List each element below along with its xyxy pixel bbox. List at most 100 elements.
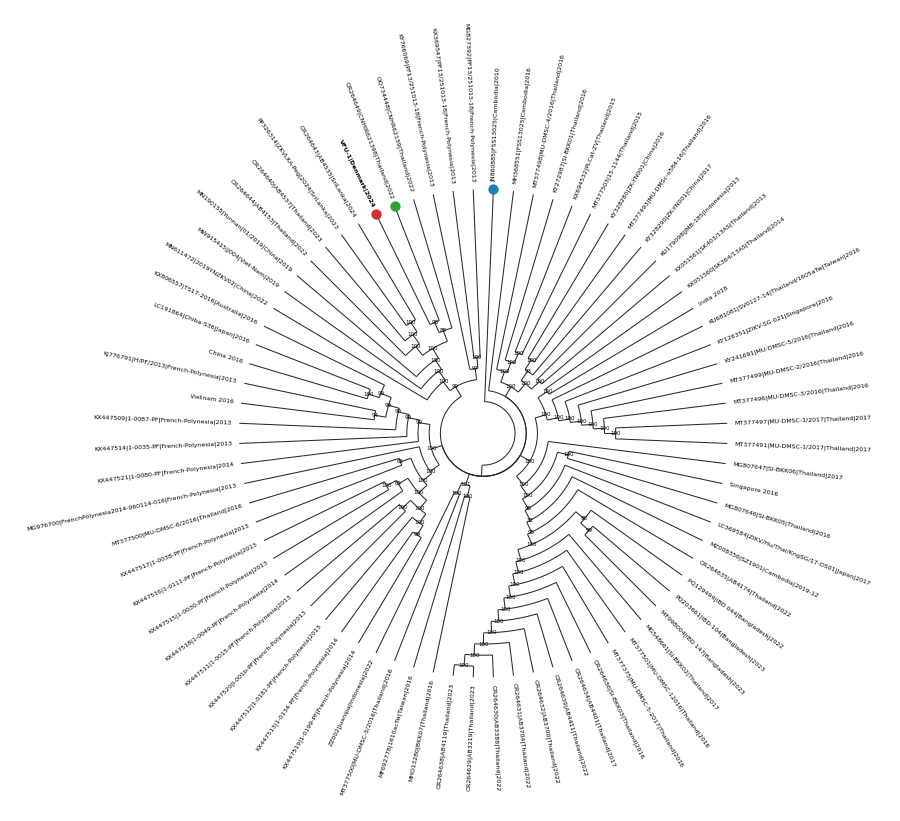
Text: OR264639|AB4411|Thailand|2022: OR264639|AB4411|Thailand|2022	[553, 674, 588, 777]
Text: China 2016: China 2016	[207, 349, 243, 364]
Text: VFU-1|Denmark|2024: VFU-1|Denmark|2024	[338, 139, 375, 209]
Text: KX447509|1-0087-PF|French-Polynesia|2013: KX447509|1-0087-PF|French-Polynesia|2013	[94, 415, 232, 426]
Text: 100: 100	[428, 346, 438, 351]
Text: PQ129494|IBD 044|Bangladesh|2022: PQ129494|IBD 044|Bangladesh|2022	[687, 577, 785, 649]
Text: 100: 100	[397, 506, 408, 511]
Text: 100: 100	[599, 426, 609, 431]
Text: 100: 100	[438, 379, 448, 384]
Text: 100: 100	[541, 412, 551, 417]
Text: OR264634|AB4401|Thailand|2017: OR264634|AB4401|Thailand|2017	[572, 667, 616, 768]
Text: 100: 100	[542, 389, 553, 394]
Text: MT377496|MU-DMSC-3/2016|Thailand|2016: MT377496|MU-DMSC-3/2016|Thailand|2016	[733, 383, 869, 405]
Text: LC191864|Chiba-S36|Japan|2016: LC191864|Chiba-S36|Japan|2016	[152, 302, 250, 345]
Text: KX447512|1-0181-PF|French-Polynesia|2013: KX447512|1-0181-PF|French-Polynesia|2013	[230, 623, 323, 732]
Text: 99: 99	[416, 420, 422, 425]
Text: KX447518|1-0049-PF|French-Polynesia|2014: KX447518|1-0049-PF|French-Polynesia|2014	[165, 577, 280, 662]
Text: MT377493|MU-DMSc-o584-16|Thailand|2016: MT377493|MU-DMSc-o584-16|Thailand|2016	[627, 113, 713, 230]
Text: 100: 100	[452, 491, 463, 496]
Text: 98: 98	[580, 516, 588, 521]
Text: 99: 99	[385, 402, 392, 408]
Text: 100: 100	[382, 484, 392, 488]
Text: MF692778|1610acTw|Taiwan|2016: MF692778|1610acTw|Taiwan|2016	[378, 674, 414, 777]
Text: 100: 100	[364, 392, 374, 397]
Text: 100: 100	[500, 369, 509, 374]
Text: KX447514|1-0035-PF|French-Polynesia|2013: KX447514|1-0035-PF|French-Polynesia|2013	[94, 441, 232, 452]
Text: 100: 100	[553, 415, 563, 420]
Text: 100: 100	[513, 351, 524, 355]
Text: 100: 100	[493, 618, 504, 623]
Text: KX694532|PLCat-ZV|Thailand|2015: KX694532|PLCat-ZV|Thailand|2015	[572, 96, 617, 200]
Text: KY126351|ZIKV-SG-021|Singapore|2016: KY126351|ZIKV-SG-021|Singapore|2016	[716, 294, 834, 345]
Text: 100: 100	[406, 320, 416, 325]
Text: MH368551|FSS13025|Cambodia|2016: MH368551|FSS13025|Cambodia|2016	[512, 67, 532, 184]
Text: 100: 100	[414, 521, 425, 525]
Text: 93: 93	[524, 369, 531, 374]
Text: ZZ002|Juanipa|Indonesia|2022: ZZ002|Juanipa|Indonesia|2022	[328, 658, 375, 747]
Text: 100: 100	[564, 416, 575, 421]
Text: OR264629|AB3219|Thailand|2023: OR264629|AB3219|Thailand|2023	[466, 685, 476, 791]
Text: Singapore 2016: Singapore 2016	[729, 483, 778, 498]
Text: 100: 100	[576, 419, 587, 424]
Point	[369, 208, 383, 221]
Text: OQ734448|CNHR62139|Thailand|2022: OQ734448|CNHR62139|Thailand|2022	[374, 76, 414, 193]
Text: LC369584|ZIKV/Hu/Thai/KngSG/17-D501|Japan|2017: LC369584|ZIKV/Hu/Thai/KngSG/17-D501|Japa…	[716, 522, 871, 587]
Text: KU681081|SV0127-14|Thailand/1605aTw|Taiwan|2016: KU681081|SV0127-14|Thailand/1605aTw|Taiw…	[708, 246, 861, 325]
Text: 100: 100	[610, 431, 621, 436]
Text: KX447521|1-0080-PF|French-Polynesia|2014: KX447521|1-0080-PF|French-Polynesia|2014	[96, 461, 234, 484]
Text: MT377498|MU-DMSC-4/2016|Thailand|2016: MT377498|MU-DMSC-4/2016|Thailand|2016	[532, 53, 566, 188]
Text: MZ008356|SZ1901|Cambodia|2019-12: MZ008356|SZ1901|Cambodia|2019-12	[708, 541, 819, 599]
Text: 100: 100	[486, 631, 497, 635]
Text: 100: 100	[430, 357, 441, 363]
Text: KY328290|ZK-YN001|China|2017: KY328290|ZK-YN001|China|2017	[644, 163, 714, 243]
Text: OR264643|AB4535|SriLanka|2024: OR264643|AB4535|SriLanka|2024	[298, 124, 357, 218]
Text: 98: 98	[525, 507, 532, 511]
Text: KX806557|TS17-2016|Australia|2016: KX806557|TS17-2016|Australia|2016	[153, 270, 258, 325]
Text: KU179098|JMB-185|Indonesia|2013: KU179098|JMB-185|Indonesia|2013	[659, 176, 741, 258]
Text: KX369547|PF13/251013-18|French-Polynesia|2013: KX369547|PF13/251013-18|French-Polynesia…	[430, 27, 454, 184]
Text: OR264640|AB4537|Thailand|2023: OR264640|AB4537|Thailand|2023	[249, 158, 323, 243]
Text: OR264636|SI-BKK03|Thailand|2016: OR264636|SI-BKK03|Thailand|2016	[591, 658, 644, 759]
Text: MT377501|MU-DMSC-12016|Thailand|2016: MT377501|MU-DMSC-12016|Thailand|2016	[627, 636, 710, 749]
Text: KX447511|1-0015-PF|French-Polynesia|2013: KX447511|1-0015-PF|French-Polynesia|2013	[184, 594, 293, 687]
Text: MT377503|15-1144|Thailand|2015: MT377503|15-1144|Thailand|2015	[591, 109, 644, 209]
Text: MT377491|MU-DMSC-1/2017|Thailand|2017: MT377491|MU-DMSC-1/2017|Thailand|2017	[734, 441, 871, 452]
Text: MG976700|FrenchPolynesia2014-060114-016|French-Polynesia|2013: MG976700|FrenchPolynesia2014-060114-016|…	[27, 482, 238, 532]
Text: MT377500|MU-DMSC-5/2016|Thailand|2016: MT377500|MU-DMSC-5/2016|Thailand|2016	[339, 667, 394, 796]
Text: 100: 100	[418, 478, 428, 483]
Text: Vietnam 2016: Vietnam 2016	[190, 394, 234, 405]
Text: 100: 100	[459, 663, 469, 668]
Text: KX447517|1-0038-PF|French-Polynesia|2013: KX447517|1-0038-PF|French-Polynesia|2013	[119, 522, 250, 578]
Text: KX447516|1-0111-PF|French-Polynesia|2013: KX447516|1-0111-PF|French-Polynesia|2013	[132, 541, 258, 607]
Text: 99: 99	[395, 410, 401, 415]
Text: 95: 95	[528, 530, 536, 534]
Text: 88: 88	[440, 328, 446, 333]
Text: 97: 97	[472, 366, 479, 371]
Text: 99: 99	[377, 391, 384, 396]
Text: MT377499|MU-DMSC-2/2016|Thailand|2016: MT377499|MU-DMSC-2/2016|Thailand|2016	[729, 351, 864, 384]
Text: MG548661|SI-BKK02|Thailand|2017: MG548661|SI-BKK02|Thailand|2017	[644, 623, 720, 712]
Text: 100: 100	[535, 379, 544, 384]
Point	[387, 200, 401, 213]
Text: KY272987|SI-BKK01|Thailand|2016: KY272987|SI-BKK01|Thailand|2016	[553, 87, 589, 193]
Text: OR264638|AB4119|Thailand|2023: OR264638|AB4119|Thailand|2023	[436, 682, 454, 789]
Text: 65: 65	[395, 481, 402, 487]
Text: PP326314|ZKVLKA-Peg|2024|SriLanka|2023: PP326314|ZKVLKA-Peg|2024|SriLanka|2023	[256, 117, 339, 230]
Text: 100: 100	[469, 653, 480, 658]
Text: 100: 100	[525, 459, 535, 464]
Text: 100: 100	[526, 542, 537, 547]
Text: OR264644|AB4153|Thailand|2022: OR264644|AB4153|Thailand|2022	[228, 178, 308, 258]
Text: 100: 100	[478, 641, 489, 646]
Text: 100: 100	[506, 594, 516, 599]
Text: 99: 99	[452, 384, 459, 389]
Text: MW915415|J004|Viet-Nam|2019: MW915415|J004|Viet-Nam|2019	[195, 227, 280, 290]
Text: MN611472|2019YNZKV02|China|2022: MN611472|2019YNZKV02|China|2022	[164, 241, 269, 307]
Text: 98: 98	[431, 320, 438, 325]
Text: 99: 99	[585, 528, 592, 533]
Text: KY766069|PF13/251013-18|French-Polynesia|2013: KY766069|PF13/251013-18|French-Polynesia…	[397, 33, 435, 188]
Text: 100: 100	[414, 507, 425, 511]
Text: 100: 100	[588, 422, 598, 427]
Text: 100: 100	[434, 369, 444, 374]
Text: KJ776791|H/PF/2013|French-Polynesia|2013: KJ776791|H/PF/2013|French-Polynesia|2013	[103, 351, 238, 384]
Text: 100: 100	[410, 344, 421, 349]
Text: 100: 100	[500, 607, 510, 612]
